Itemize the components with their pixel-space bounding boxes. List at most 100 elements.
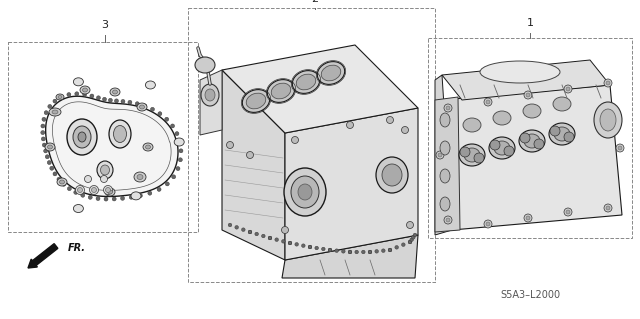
Circle shape bbox=[83, 93, 86, 96]
Ellipse shape bbox=[97, 161, 113, 179]
Circle shape bbox=[47, 160, 51, 165]
Ellipse shape bbox=[594, 102, 622, 138]
Ellipse shape bbox=[524, 134, 540, 148]
Ellipse shape bbox=[83, 88, 88, 92]
Ellipse shape bbox=[73, 126, 91, 148]
Circle shape bbox=[604, 79, 612, 87]
Ellipse shape bbox=[80, 86, 90, 94]
Polygon shape bbox=[222, 45, 418, 133]
Circle shape bbox=[90, 94, 94, 98]
Circle shape bbox=[288, 241, 292, 245]
Circle shape bbox=[564, 132, 574, 142]
Ellipse shape bbox=[205, 89, 215, 101]
Circle shape bbox=[348, 250, 352, 254]
Circle shape bbox=[241, 228, 245, 232]
Circle shape bbox=[406, 221, 413, 228]
Ellipse shape bbox=[145, 145, 150, 149]
Circle shape bbox=[291, 137, 298, 144]
Ellipse shape bbox=[52, 110, 58, 114]
Circle shape bbox=[121, 100, 125, 103]
Circle shape bbox=[526, 93, 530, 97]
Text: 3: 3 bbox=[102, 20, 109, 30]
Circle shape bbox=[150, 107, 154, 111]
Ellipse shape bbox=[296, 74, 316, 90]
Ellipse shape bbox=[268, 80, 294, 102]
Circle shape bbox=[108, 98, 113, 102]
Ellipse shape bbox=[174, 138, 184, 146]
Ellipse shape bbox=[298, 184, 312, 200]
Circle shape bbox=[92, 188, 97, 192]
Circle shape bbox=[534, 139, 544, 149]
Ellipse shape bbox=[195, 57, 215, 73]
Circle shape bbox=[158, 112, 162, 116]
Circle shape bbox=[97, 96, 100, 100]
Circle shape bbox=[100, 175, 108, 182]
Circle shape bbox=[248, 230, 252, 234]
Circle shape bbox=[413, 233, 417, 237]
Text: 1: 1 bbox=[527, 18, 534, 28]
Circle shape bbox=[104, 186, 113, 195]
Ellipse shape bbox=[56, 94, 64, 100]
Ellipse shape bbox=[137, 174, 143, 180]
Ellipse shape bbox=[67, 119, 97, 155]
Circle shape bbox=[255, 232, 259, 236]
Ellipse shape bbox=[113, 125, 127, 143]
Circle shape bbox=[42, 143, 46, 147]
Circle shape bbox=[315, 246, 319, 250]
Polygon shape bbox=[282, 235, 418, 278]
Polygon shape bbox=[435, 97, 460, 232]
Circle shape bbox=[60, 95, 63, 99]
Circle shape bbox=[179, 158, 182, 162]
Circle shape bbox=[248, 230, 252, 234]
Ellipse shape bbox=[74, 204, 83, 212]
Polygon shape bbox=[45, 96, 178, 197]
Ellipse shape bbox=[109, 120, 131, 148]
Circle shape bbox=[606, 81, 610, 85]
Circle shape bbox=[228, 223, 232, 227]
Circle shape bbox=[227, 142, 234, 149]
Circle shape bbox=[526, 216, 530, 220]
Circle shape bbox=[104, 197, 108, 201]
Circle shape bbox=[42, 137, 45, 141]
Circle shape bbox=[412, 235, 415, 239]
Circle shape bbox=[42, 117, 46, 121]
Circle shape bbox=[172, 175, 175, 179]
Circle shape bbox=[41, 124, 45, 128]
Polygon shape bbox=[285, 108, 418, 260]
Circle shape bbox=[61, 182, 66, 186]
Circle shape bbox=[308, 245, 312, 249]
Circle shape bbox=[96, 197, 100, 201]
Circle shape bbox=[460, 147, 470, 157]
Ellipse shape bbox=[523, 104, 541, 118]
Circle shape bbox=[520, 133, 530, 143]
Ellipse shape bbox=[553, 97, 571, 111]
Ellipse shape bbox=[494, 141, 510, 155]
Circle shape bbox=[164, 117, 169, 121]
Circle shape bbox=[388, 248, 392, 252]
Bar bbox=[428, 38, 632, 238]
Ellipse shape bbox=[49, 108, 61, 116]
Ellipse shape bbox=[459, 144, 485, 166]
Circle shape bbox=[88, 195, 92, 199]
Circle shape bbox=[74, 190, 78, 194]
Circle shape bbox=[566, 87, 570, 91]
Circle shape bbox=[157, 187, 161, 191]
Circle shape bbox=[355, 250, 358, 254]
Circle shape bbox=[135, 102, 140, 106]
Circle shape bbox=[177, 140, 182, 144]
Ellipse shape bbox=[78, 132, 86, 142]
Circle shape bbox=[148, 191, 152, 195]
Circle shape bbox=[50, 166, 54, 170]
Ellipse shape bbox=[549, 123, 575, 145]
Ellipse shape bbox=[140, 105, 145, 109]
Circle shape bbox=[106, 188, 111, 192]
Circle shape bbox=[268, 236, 272, 240]
Circle shape bbox=[410, 238, 413, 241]
Circle shape bbox=[381, 249, 385, 252]
Ellipse shape bbox=[201, 84, 219, 106]
Ellipse shape bbox=[145, 81, 156, 89]
Ellipse shape bbox=[493, 111, 511, 125]
Circle shape bbox=[616, 144, 624, 152]
Ellipse shape bbox=[292, 70, 320, 93]
Ellipse shape bbox=[554, 127, 570, 141]
